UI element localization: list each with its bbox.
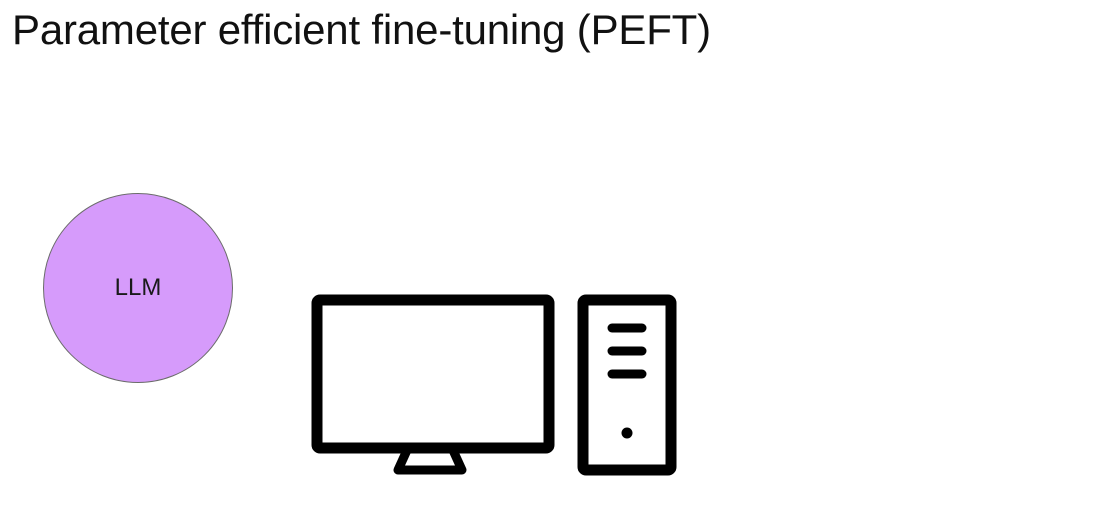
llm-label: LLM [114,274,162,301]
slide-title: Parameter efficient fine-tuning (PEFT) [12,6,711,53]
tower-icon [577,294,677,476]
monitor-icon [311,294,555,475]
llm-circle: LLM [43,193,233,383]
desktop-computer-icon [311,294,677,476]
